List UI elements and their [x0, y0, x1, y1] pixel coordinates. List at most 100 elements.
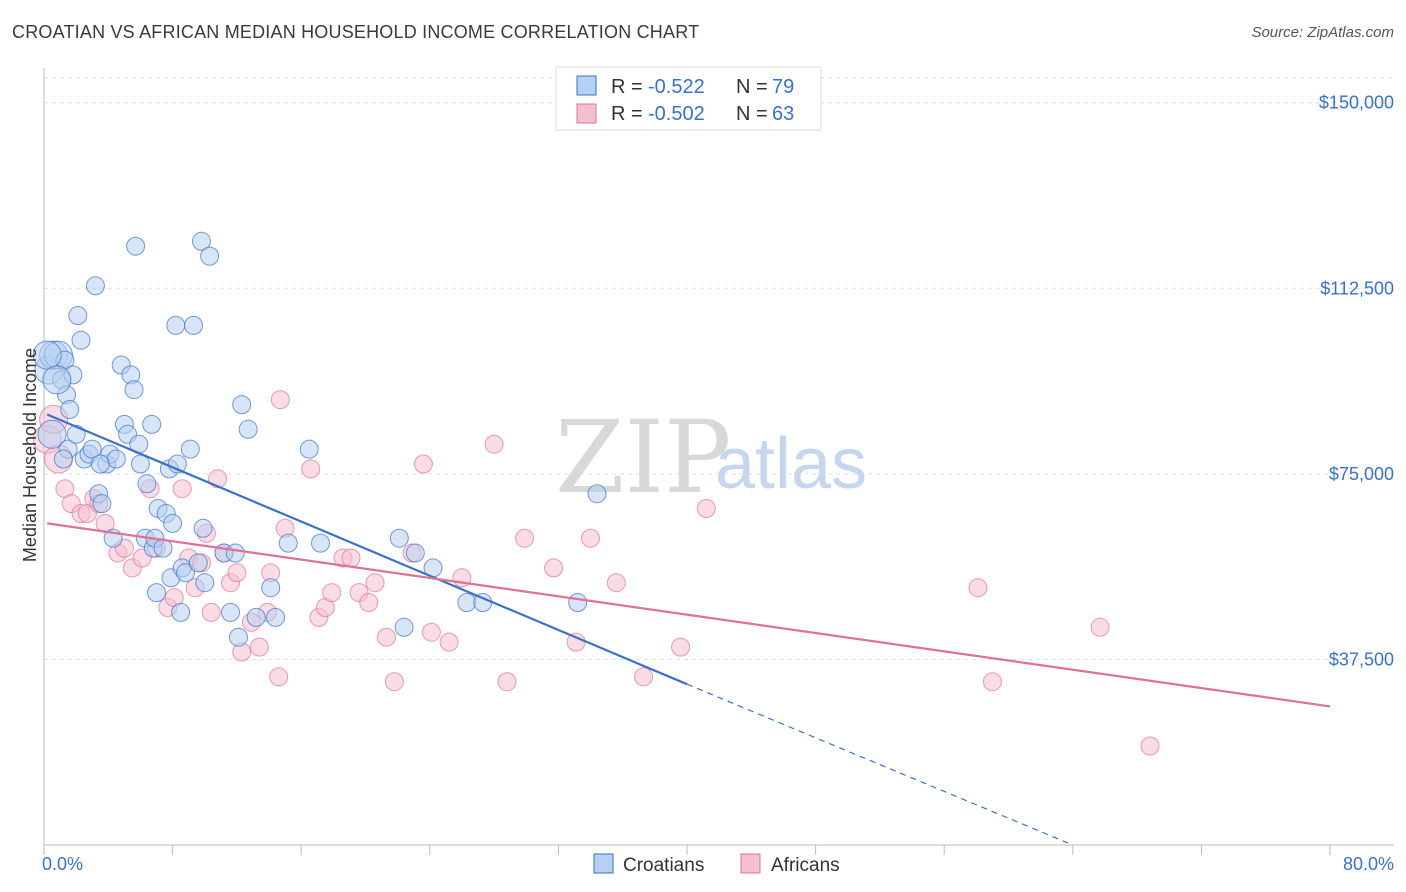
croatians-point-11: [68, 306, 88, 325]
croatians-point-64: [278, 533, 298, 553]
africans-point-62: [982, 672, 1002, 692]
africans-point-33: [269, 667, 289, 687]
data-points: [32, 231, 1160, 756]
africans-point-56: [581, 528, 600, 548]
series-legend-label-croatians: Croatians: [623, 855, 704, 876]
africans-point-61: [968, 578, 988, 598]
croatians-point-77: [53, 449, 73, 469]
croatians-point-43: [166, 315, 186, 335]
croatians-point-60: [238, 419, 258, 439]
stats-legend-swatch-africans: [576, 103, 597, 124]
croatians-point-30: [130, 454, 150, 474]
croatians-point-73: [568, 593, 588, 612]
croatians-point-57: [225, 543, 245, 563]
stats-legend-n-label-1: N =: [736, 76, 768, 98]
africans-point-35: [301, 459, 321, 479]
croatians-point-42: [163, 513, 183, 533]
africans-point-44: [376, 627, 396, 647]
y-tick-label-1: $75,000: [1329, 464, 1394, 484]
croatians-point-76: [42, 365, 72, 395]
croatians-point-10: [66, 424, 86, 444]
africans-point-52: [497, 672, 517, 692]
croatians-point-68: [394, 617, 414, 637]
croatians-point-49: [184, 315, 203, 335]
croatians-point-66: [311, 533, 330, 553]
africans-point-18: [172, 479, 192, 499]
croatians-point-1: [37, 419, 67, 449]
croatians-point-53: [195, 573, 215, 593]
stats-legend-n-value-2: 63: [772, 103, 794, 125]
chart-title: CROATIAN VS AFRICAN MEDIAN HOUSEHOLD INC…: [12, 22, 700, 42]
africans-point-48: [421, 622, 441, 642]
stats-legend-box: [555, 66, 822, 131]
africans-point-40: [341, 548, 361, 568]
y-tick-label-2: $112,500: [1320, 278, 1394, 298]
croatians-point-59: [232, 395, 252, 415]
series-legend-swatch-croatians: [593, 853, 614, 874]
croatians-point-74: [587, 484, 607, 504]
x-tick-min: 0.0%: [42, 854, 83, 874]
y-tick-label-0: $37,500: [1329, 649, 1394, 669]
africans-point-64: [1140, 736, 1160, 756]
africans-point-42: [359, 593, 379, 612]
africans-point-51: [484, 434, 504, 454]
croatians-point-69: [405, 543, 425, 563]
croatians-point-78: [90, 454, 110, 474]
africans-point-58: [634, 667, 654, 687]
y-axis-label: Median Household Income: [20, 348, 40, 562]
croatians-point-8: [60, 400, 80, 419]
croatians-point-75: [32, 340, 62, 370]
africans-point-24: [208, 469, 228, 489]
croatians-point-47: [176, 563, 195, 583]
source-credit: Source: ZipAtlas.com: [1251, 24, 1394, 41]
grid-lines: [44, 77, 1394, 660]
x-tick-max: 80.0%: [1343, 854, 1394, 874]
stats-legend-r-label-2: R =: [611, 103, 643, 125]
croatians-point-71: [457, 593, 477, 612]
stats-legend-swatch-croatians: [576, 75, 597, 96]
croatians-point-15: [82, 439, 102, 459]
africans-point-59: [671, 637, 691, 657]
croatians-point-51: [192, 231, 211, 251]
croatians-point-27: [124, 380, 144, 400]
croatians-point-48: [180, 439, 200, 459]
trend-line-croatians: [46, 413, 688, 686]
croatians-point-22: [106, 449, 126, 469]
watermark-atlas: atlas: [715, 424, 867, 504]
africans-point-63: [1090, 617, 1110, 637]
croatians-point-54: [200, 246, 220, 266]
watermark-zip: ZIP: [555, 399, 731, 516]
africans-point-30: [249, 637, 269, 657]
croatians-point-16: [85, 276, 105, 296]
africans-point-43: [365, 573, 385, 593]
croatians-point-32: [137, 474, 157, 494]
croatians-point-58: [229, 627, 248, 647]
watermark: ZIP atlas: [555, 399, 867, 516]
croatians-point-18: [92, 494, 112, 514]
croatians-point-28: [126, 236, 146, 256]
croatians-point-36: [147, 583, 166, 603]
croatians-point-62: [261, 578, 281, 598]
africans-point-54: [544, 558, 564, 578]
y-tick-label-3: $150,000: [1319, 93, 1394, 113]
africans-point-27: [227, 563, 247, 583]
series-legend: Croatians Africans: [593, 853, 840, 876]
axes: [43, 68, 1394, 855]
croatians-point-45: [171, 602, 191, 622]
croatians-point-63: [266, 607, 285, 627]
stats-legend-r-value-2: -0.502: [648, 103, 705, 125]
stats-legend: R = -0.522 N = 79 R = -0.502 N = 63: [555, 66, 822, 131]
croatians-point-56: [221, 602, 240, 622]
croatians-point-52: [193, 518, 213, 538]
africans-point-57: [606, 573, 626, 593]
croatians-point-33: [142, 414, 162, 434]
series-legend-label-africans: Africans: [771, 855, 840, 876]
africans-point-49: [439, 632, 459, 652]
croatians-point-50: [188, 553, 208, 573]
africans-point-60: [696, 499, 716, 518]
croatians-point-12: [71, 330, 91, 350]
series-legend-swatch-africans: [740, 853, 761, 874]
stats-legend-n-label-2: N =: [736, 103, 768, 125]
africans-point-23: [201, 602, 221, 622]
croatians-point-61: [246, 607, 266, 627]
